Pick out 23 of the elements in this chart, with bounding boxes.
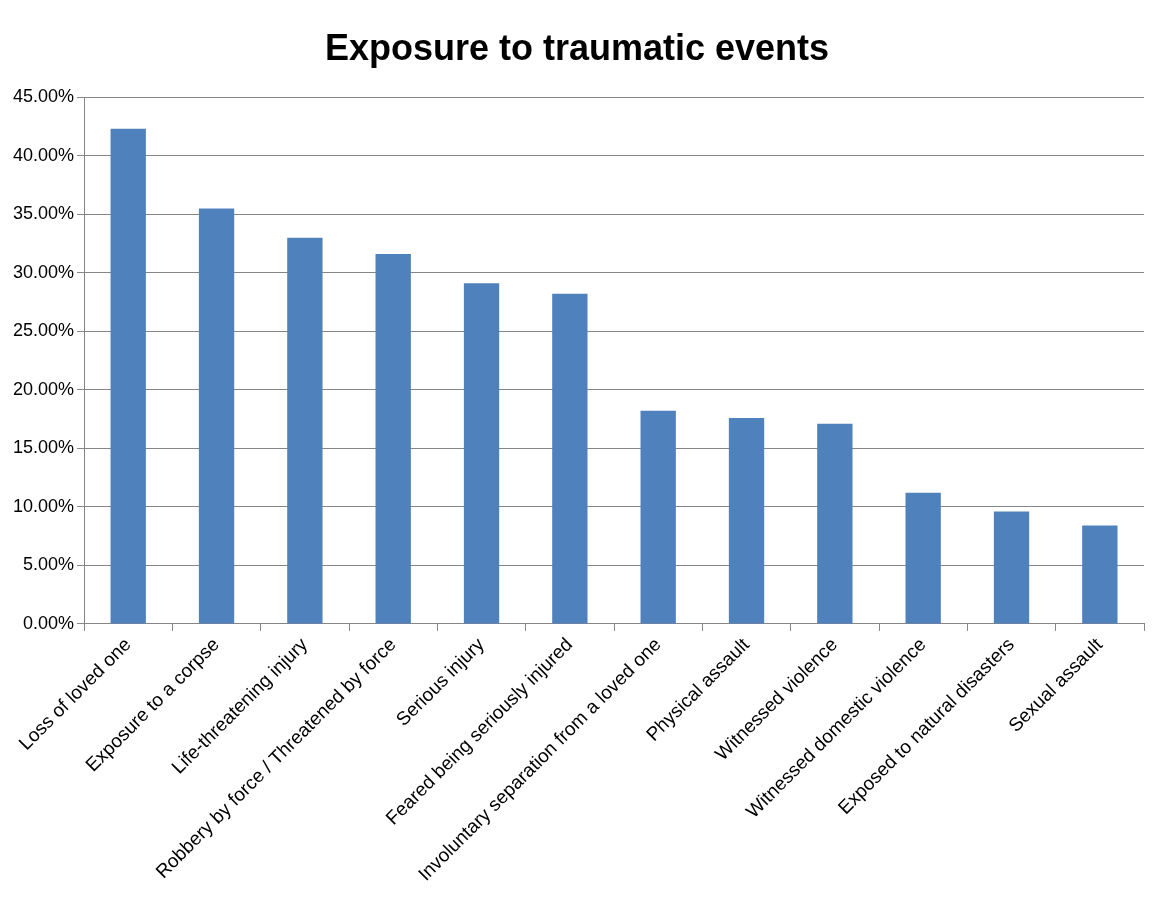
y-tick-label: 5.00% <box>23 554 75 575</box>
bar <box>993 511 1030 624</box>
bar <box>640 410 676 624</box>
y-tick-label: 40.00% <box>12 144 75 165</box>
y-tick-label: 35.00% <box>12 203 75 224</box>
bar <box>287 237 323 624</box>
bar <box>817 423 853 624</box>
chart-title: Exposure to traumatic events <box>324 26 830 68</box>
bar <box>728 417 765 624</box>
y-tick-label: 25.00% <box>12 320 75 341</box>
bar <box>552 293 588 624</box>
y-tick-label: 15.00% <box>12 437 75 458</box>
y-tick-label: 45.00% <box>12 86 75 107</box>
bar <box>905 492 941 624</box>
bar <box>463 283 500 624</box>
y-tick-label: 0.00% <box>23 612 75 633</box>
bar <box>198 208 235 624</box>
bar <box>1082 525 1118 624</box>
bar <box>375 254 411 624</box>
y-tick-label: 30.00% <box>12 261 75 282</box>
bar <box>110 128 146 624</box>
y-tick-label: 20.00% <box>12 378 75 399</box>
y-tick-label: 10.00% <box>12 495 75 516</box>
